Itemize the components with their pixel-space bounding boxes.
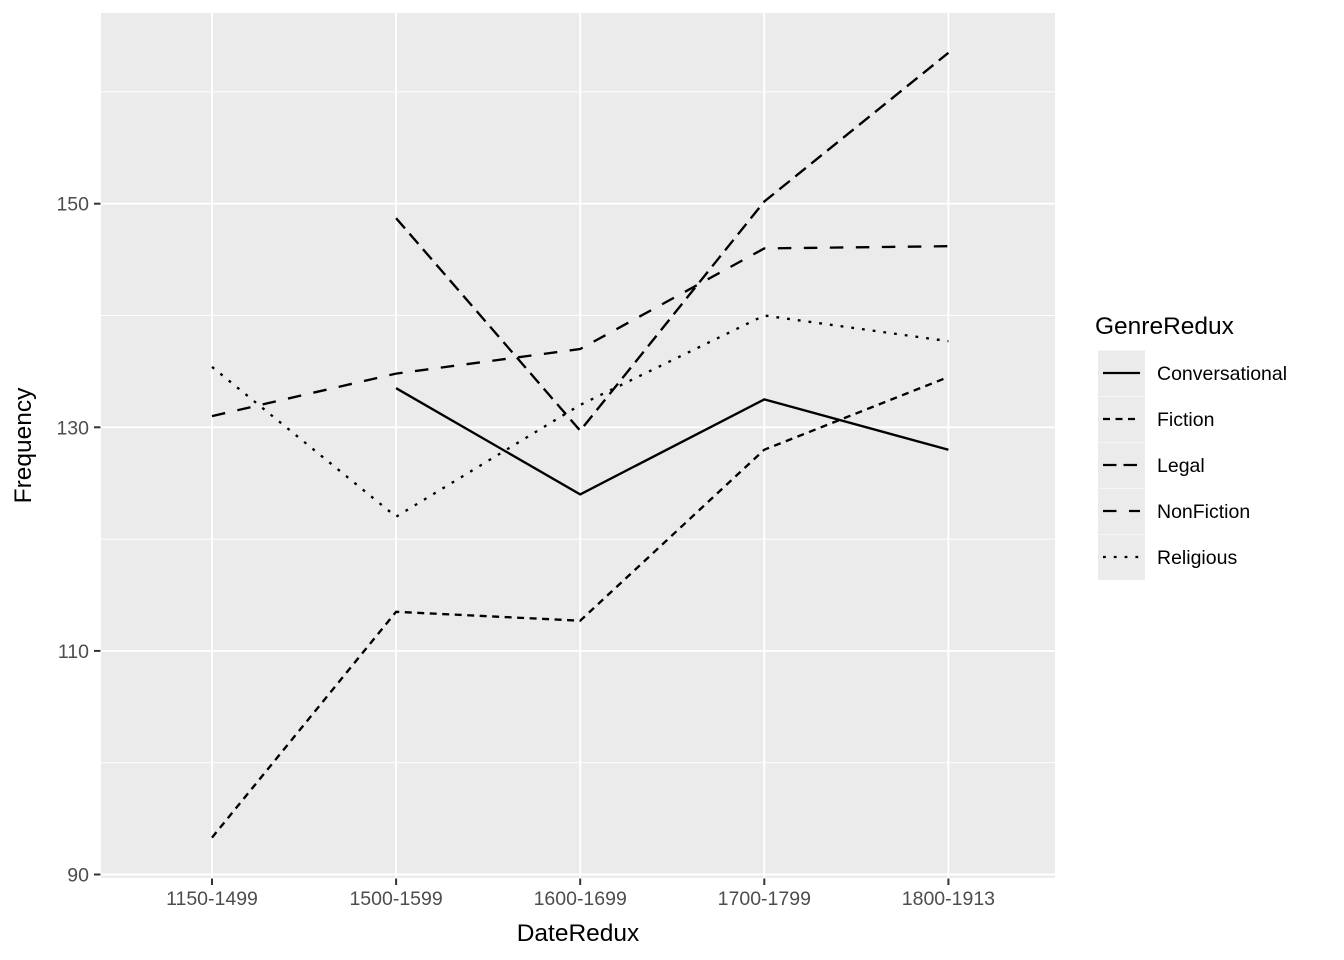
legend-title: GenreRedux (1095, 313, 1234, 340)
x-tick-label: 1600-1699 (534, 888, 627, 910)
x-tick-label: 1800-1913 (902, 888, 995, 910)
y-tick-label: 150 (56, 194, 89, 216)
x-tick-label: 1700-1799 (718, 888, 811, 910)
series-line-nonfiction (211, 245, 949, 418)
legend-label: Legal (1157, 455, 1205, 477)
x-axis-title: DateRedux (517, 920, 640, 947)
y-tick-label: 110 (58, 641, 89, 663)
legend-label: Fiction (1157, 409, 1214, 431)
axis-tick-marks (94, 202, 950, 885)
axis-tick-labels: 90 110 130 150 1150-1499 1500-1599 1600-1699 17… (56, 194, 995, 910)
series-line-fiction (211, 375, 949, 839)
series-lines (211, 51, 950, 839)
legend: Conversational Fiction Legal NonFiction Reli… (1098, 350, 1287, 580)
legend-item-fiction: Fiction (1098, 396, 1214, 442)
series-line-conversational (395, 387, 949, 496)
plot-panel-background (101, 13, 1055, 878)
x-tick-label: 1150-1499 (166, 888, 258, 910)
y-tick-label: 130 (56, 417, 89, 439)
legend-label: NonFiction (1157, 501, 1250, 523)
x-tick-label: 1500-1599 (349, 888, 442, 910)
minor-gridlines (101, 91, 1055, 764)
legend-item-religious: Religious (1098, 534, 1237, 580)
legend-label: Religious (1157, 547, 1237, 569)
legend-item-nonfiction: NonFiction (1098, 488, 1250, 534)
legend-item-legal: Legal (1098, 442, 1205, 488)
y-axis-title: Frequency (10, 387, 37, 504)
legend-label: Conversational (1157, 363, 1287, 385)
y-tick-label: 90 (67, 865, 89, 887)
major-gridlines (101, 13, 1055, 878)
legend-item-conversational: Conversational (1098, 350, 1287, 396)
